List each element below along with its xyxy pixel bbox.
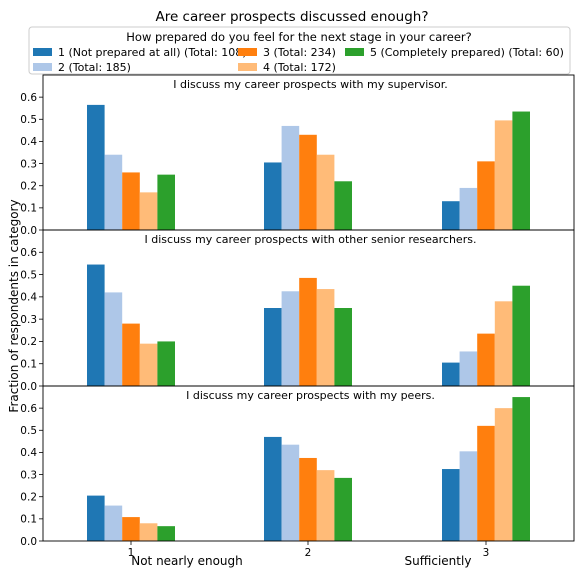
bar-panel2-level1-cat3 — [442, 362, 460, 386]
bar-panel3-level5-cat3 — [512, 397, 530, 541]
y-tick-label: 0.0 — [20, 225, 37, 237]
y-tick-label: 0.4 — [20, 292, 37, 304]
bar-panel1-level3-cat3 — [477, 161, 495, 230]
y-tick-label: 0.2 — [20, 492, 37, 504]
x-tick-label: 3 — [483, 547, 490, 559]
bar-panel1-level2-cat2 — [281, 125, 300, 230]
bar-panel2-level1-cat1 — [87, 264, 105, 386]
bar-panel2-level2-cat1 — [104, 292, 123, 386]
legend-swatch-5 — [345, 48, 364, 56]
bar-panel3-level5-cat1 — [157, 526, 175, 541]
bar-panel1-level1-cat3 — [442, 201, 460, 230]
y-tick-label: 0.1 — [20, 359, 37, 371]
bar-panel3-level2-cat1 — [104, 505, 123, 541]
y-tick-label: 0.0 — [20, 381, 37, 393]
x-category-caption: Not nearly enough — [131, 554, 243, 568]
bar-panel2-level3-cat1 — [122, 323, 140, 386]
legend-swatch-1 — [33, 48, 52, 56]
y-tick-label: 0.1 — [20, 203, 37, 215]
panels: 0.0 0.1 0.2 0.3 0.4 0.5 0.6 I discuss my career… — [20, 74, 575, 548]
y-tick-label: 0.2 — [20, 181, 37, 193]
x-tick-label: 2 — [305, 547, 312, 559]
bar-panel1-level4-cat3 — [494, 120, 513, 230]
panel-3: 0.0 0.1 0.2 0.3 0.4 0.5 0.6 I discuss my career… — [20, 385, 575, 548]
bar-panel1-level1-cat2 — [264, 162, 282, 230]
legend-entry-2: 2 (Total: 185) — [58, 61, 131, 74]
bar-panel3-level3-cat3 — [477, 425, 495, 541]
panel-title: I discuss my career prospects with other… — [145, 233, 477, 246]
bar-panel2-level5-cat1 — [157, 341, 175, 386]
y-tick-label: 0.3 — [20, 469, 37, 481]
bar-panel1-level4-cat1 — [139, 192, 158, 230]
legend-frame — [28, 26, 571, 75]
x-tick-label: 1 — [128, 547, 135, 559]
bar-panel3-level1-cat2 — [264, 436, 282, 541]
panel-1: 0.0 0.1 0.2 0.3 0.4 0.5 0.6 I discuss my career… — [20, 74, 575, 237]
y-tick-label: 0.6 — [20, 247, 37, 259]
y-tick-label: 0.5 — [20, 269, 37, 281]
legend-swatch-3 — [238, 48, 257, 56]
y-tick-label: 0.6 — [20, 92, 37, 104]
bar-panel3-level1-cat1 — [87, 495, 105, 541]
bar-panel2-level3-cat3 — [477, 333, 495, 386]
panel-title: I discuss my career prospects with my su… — [173, 78, 447, 91]
y-tick-label: 0.4 — [20, 447, 37, 459]
bar-panel2-level4-cat3 — [494, 301, 513, 386]
bar-panel1-level3-cat2 — [299, 134, 317, 230]
bar-panel1-level2-cat3 — [459, 187, 478, 230]
y-tick-label: 0.1 — [20, 514, 37, 526]
y-tick-label: 0.5 — [20, 425, 37, 437]
legend-entry-3: 3 (Total: 234) — [263, 46, 336, 59]
y-axis-label: Fraction of respondents in category — [7, 199, 21, 412]
bar-panel1-level4-cat2 — [316, 154, 335, 230]
bar-panel3-level5-cat2 — [334, 477, 352, 541]
bar-panel2-level5-cat2 — [334, 308, 352, 386]
bar-panel3-level4-cat3 — [494, 408, 513, 541]
y-tick-label: 0.4 — [20, 136, 37, 148]
bar-panel2-level2-cat3 — [459, 351, 478, 386]
y-tick-label: 0.0 — [20, 536, 37, 548]
y-tick-label: 0.3 — [20, 314, 37, 326]
bar-panel1-level5-cat3 — [512, 111, 530, 230]
bar-panel1-level1-cat1 — [87, 104, 105, 230]
legend-title: How prepared do you feel for the next st… — [126, 30, 471, 44]
bar-panel1-level3-cat1 — [122, 172, 140, 230]
y-tick-label: 0.5 — [20, 114, 37, 126]
y-tick-label: 0.3 — [20, 158, 37, 170]
legend-entry-4: 4 (Total: 172) — [263, 61, 336, 74]
legend-entry-1: 1 (Not prepared at all) (Total: 108) — [58, 46, 247, 59]
legend-swatch-2 — [33, 63, 52, 71]
bar-panel2-level3-cat2 — [299, 277, 317, 386]
y-tick-label: 0.2 — [20, 336, 37, 348]
bar-panel2-level2-cat2 — [281, 291, 300, 386]
panel-frame — [42, 385, 575, 542]
bar-panel3-level1-cat3 — [442, 469, 460, 541]
y-tick-label: 0.6 — [20, 403, 37, 415]
bar-panel3-level4-cat2 — [316, 470, 335, 541]
bar-panel3-level4-cat1 — [139, 523, 158, 541]
legend: How prepared do you feel for the next st… — [28, 26, 571, 75]
bar-panel3-level2-cat3 — [459, 451, 478, 541]
bar-panel2-level4-cat1 — [139, 343, 158, 386]
x-category-caption: Sufficiently — [405, 554, 472, 568]
bar-panel1-level5-cat2 — [334, 181, 352, 230]
bar-panel1-level2-cat1 — [104, 154, 123, 230]
bar-panel3-level2-cat2 — [281, 444, 300, 541]
panel-2: 0.0 0.1 0.2 0.3 0.4 0.5 0.6 I discuss my career… — [20, 229, 575, 393]
bar-panel2-level4-cat2 — [316, 289, 335, 386]
bar-panel3-level3-cat2 — [299, 457, 317, 541]
legend-swatch-4 — [238, 63, 257, 71]
bar-panel3-level3-cat1 — [122, 517, 140, 541]
panel-title: I discuss my career prospects with my pe… — [186, 389, 435, 402]
legend-entry-5: 5 (Completely prepared) (Total: 60) — [370, 46, 564, 59]
bar-panel2-level5-cat3 — [512, 285, 530, 386]
chart-title: Are career prospects discussed enough? — [155, 9, 428, 25]
bar-panel1-level5-cat1 — [157, 174, 175, 230]
bar-panel2-level1-cat2 — [264, 308, 282, 386]
